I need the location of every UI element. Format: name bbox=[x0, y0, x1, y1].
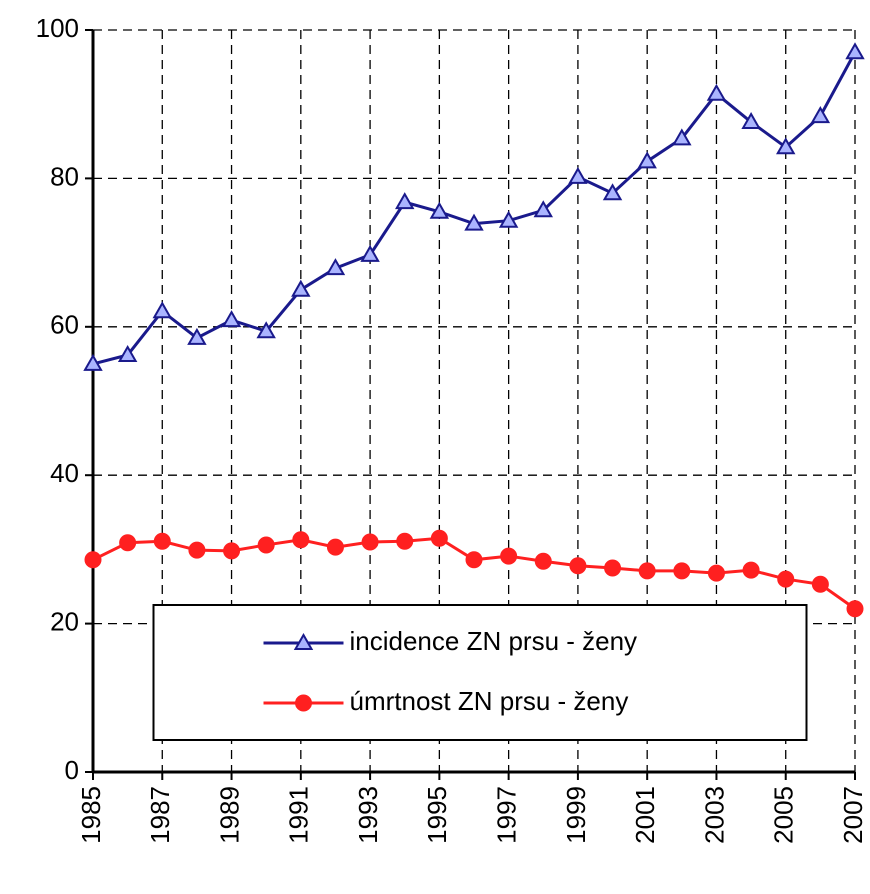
marker bbox=[777, 570, 795, 588]
marker bbox=[498, 210, 519, 228]
marker bbox=[187, 327, 207, 345]
x-tick-label: 1991 bbox=[284, 786, 314, 844]
marker bbox=[84, 551, 102, 569]
marker bbox=[638, 562, 656, 580]
marker bbox=[326, 538, 344, 556]
marker bbox=[464, 213, 484, 231]
marker bbox=[325, 258, 346, 276]
marker bbox=[361, 533, 379, 551]
marker bbox=[673, 562, 691, 580]
marker bbox=[534, 552, 552, 570]
y-tick-label: 60 bbox=[50, 310, 79, 340]
marker bbox=[117, 344, 138, 362]
x-tick-label: 2003 bbox=[699, 786, 729, 844]
marker bbox=[188, 541, 206, 559]
legend-marker bbox=[293, 632, 314, 650]
x-tick-label: 2005 bbox=[769, 786, 799, 844]
marker bbox=[119, 534, 137, 552]
y-tick-label: 40 bbox=[50, 458, 79, 488]
x-tick-label: 1989 bbox=[214, 786, 244, 844]
marker bbox=[221, 310, 242, 328]
x-tick-label: 1985 bbox=[76, 786, 106, 844]
y-tick-label: 0 bbox=[65, 755, 79, 785]
marker bbox=[707, 564, 725, 582]
marker bbox=[811, 575, 829, 593]
y-tick-label: 100 bbox=[36, 13, 79, 43]
x-tick-label: 1995 bbox=[422, 786, 452, 844]
marker bbox=[672, 128, 692, 146]
marker bbox=[706, 83, 727, 101]
marker bbox=[396, 532, 414, 550]
series-line bbox=[92, 51, 857, 366]
marker bbox=[568, 166, 588, 184]
x-tick-label: 2007 bbox=[838, 786, 868, 844]
x-tick-label: 1987 bbox=[145, 786, 175, 844]
y-tick-label: 80 bbox=[50, 161, 79, 191]
marker bbox=[360, 244, 380, 262]
x-tick-label: 2001 bbox=[630, 786, 660, 844]
legend-label: úmrtnost ZN prsu - ženy bbox=[350, 686, 629, 716]
marker bbox=[637, 151, 657, 169]
marker bbox=[846, 600, 864, 618]
marker bbox=[395, 192, 415, 210]
marker bbox=[429, 201, 450, 219]
marker bbox=[602, 183, 623, 201]
legend-box bbox=[152, 604, 808, 741]
marker bbox=[741, 111, 761, 130]
x-tick-label: 1993 bbox=[353, 786, 383, 844]
marker bbox=[465, 551, 483, 569]
legend: incidence ZN prsu - ženy úmrtnost ZN prsu… bbox=[152, 604, 808, 741]
marker bbox=[83, 353, 103, 371]
marker bbox=[152, 301, 172, 319]
legend-marker bbox=[295, 694, 312, 712]
marker bbox=[810, 106, 831, 124]
marker bbox=[776, 137, 796, 155]
marker bbox=[533, 200, 553, 218]
x-tick-label: 1997 bbox=[492, 786, 522, 844]
marker bbox=[292, 531, 310, 549]
marker bbox=[291, 279, 311, 297]
y-tick-label: 20 bbox=[50, 606, 79, 636]
marker bbox=[223, 542, 241, 560]
marker bbox=[256, 321, 276, 339]
marker bbox=[257, 536, 275, 554]
marker bbox=[153, 532, 171, 550]
marker bbox=[500, 547, 518, 565]
marker bbox=[430, 529, 448, 547]
series-line bbox=[92, 536, 856, 610]
legend-label: incidence ZN prsu - ženy bbox=[350, 626, 638, 656]
x-tick-label: 1999 bbox=[561, 786, 591, 844]
marker bbox=[845, 42, 865, 60]
marker bbox=[604, 559, 622, 577]
marker bbox=[742, 561, 760, 579]
marker bbox=[569, 557, 587, 575]
